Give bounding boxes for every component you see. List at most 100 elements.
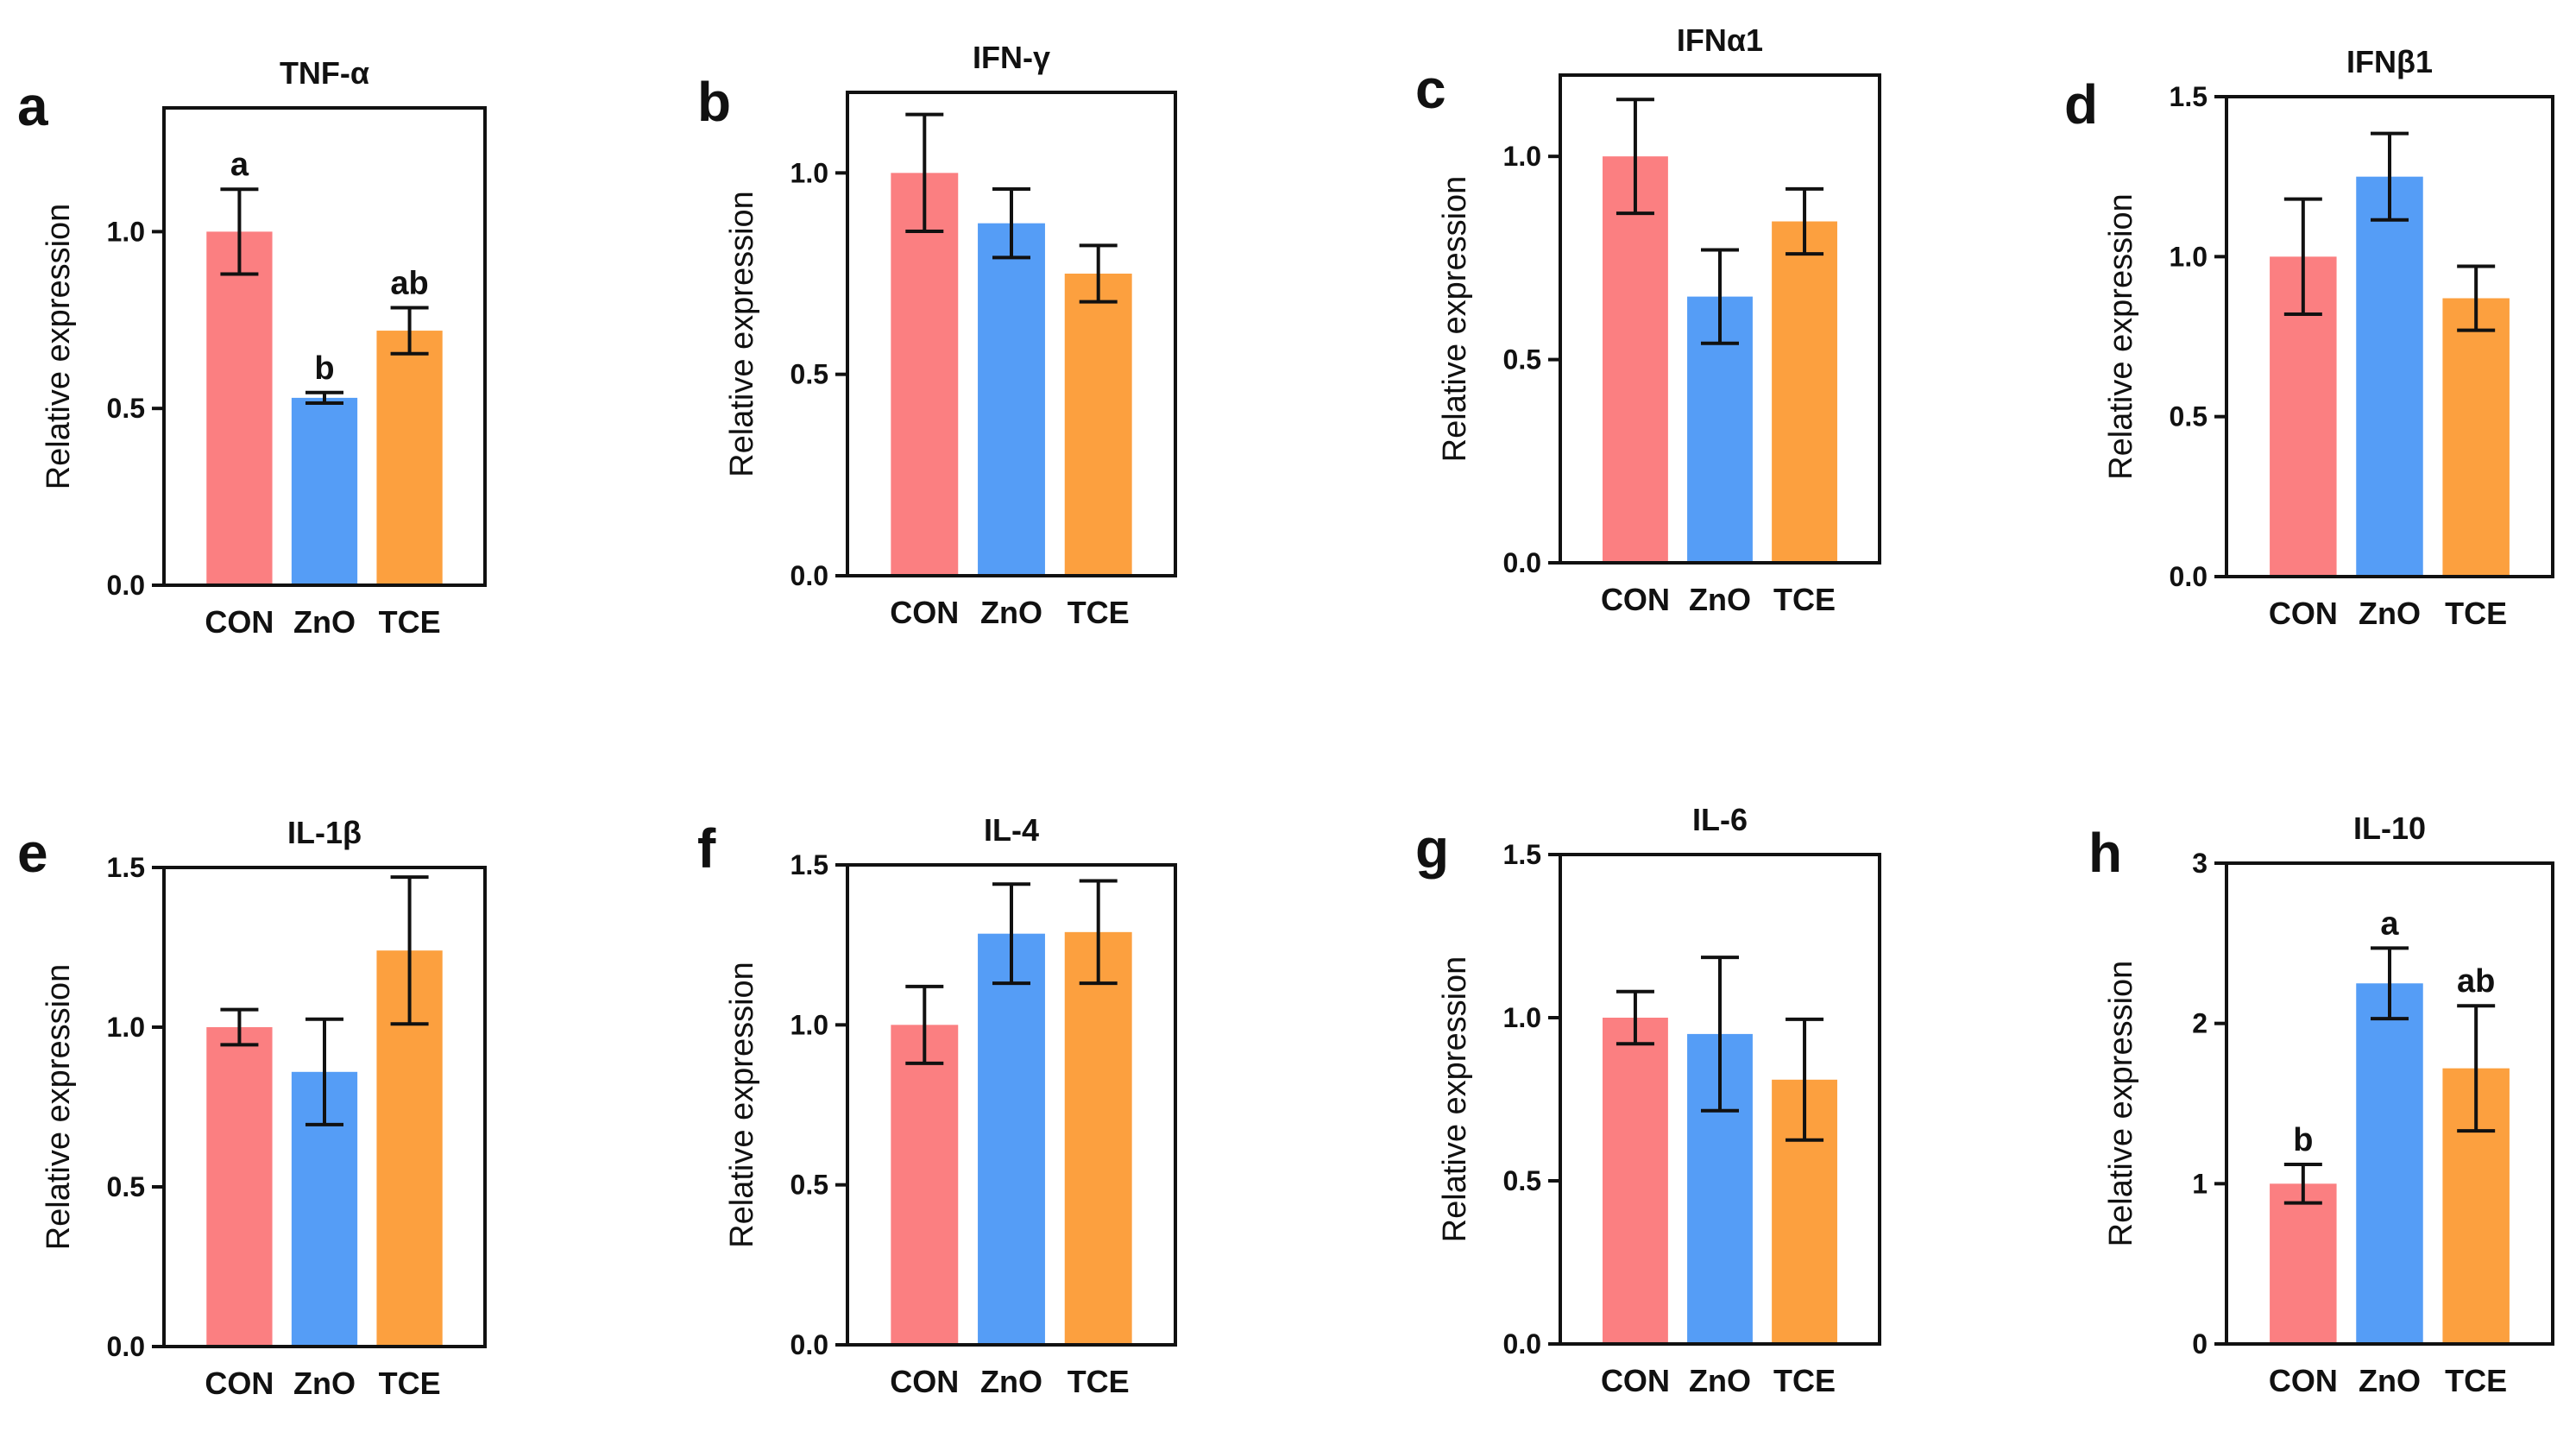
category-label: CON <box>890 1364 959 1399</box>
y-tick-label: 1.0 <box>107 216 145 247</box>
panel-b: b IFN-γ CON ZnO TCE 0.0 0.5 1.0 Relative express… <box>697 40 1177 630</box>
chart-title: IL-10 <box>2353 811 2426 846</box>
bar-tce <box>376 331 443 585</box>
plot-frame <box>2225 95 2554 578</box>
y-tick-label: 0.0 <box>107 570 145 601</box>
y-tick-label: 0.0 <box>1503 1328 1541 1359</box>
panel-letter: a <box>17 75 48 137</box>
bar-tce <box>1772 221 1837 563</box>
y-axis-label: Relative expression <box>41 964 77 1251</box>
panel-g: g IL-6 CON ZnO TCE 0.0 0.5 1.0 1.5 Relative expre… <box>1415 802 1881 1398</box>
error-bar-tce <box>390 875 429 1026</box>
error-bar-tce <box>1786 186 1824 256</box>
category-label: CON <box>1601 582 1670 617</box>
significance-label: b <box>314 350 334 387</box>
y-axis-label: Relative expression <box>1437 176 1473 463</box>
panel-letter: g <box>1415 817 1449 880</box>
y-tick-label: 0.5 <box>1503 344 1541 375</box>
panel-letter: e <box>17 822 48 884</box>
bar-tce <box>1064 931 1132 1345</box>
error-bar-tce <box>1079 243 1118 304</box>
y-tick-label: 0.0 <box>107 1331 145 1362</box>
error-bar-zno <box>1701 956 1739 1113</box>
y-tick-label: 2 <box>2192 1008 2208 1039</box>
chart-title: IL-1β <box>287 815 362 850</box>
y-tick-label: 0.0 <box>1503 547 1541 578</box>
error-bar-zno <box>2371 946 2409 1021</box>
y-tick-label: 0.5 <box>107 1171 145 1202</box>
error-bar-con <box>220 187 259 276</box>
error-bar-tce <box>390 306 429 356</box>
bar-zno <box>291 397 358 585</box>
error-bar-tce <box>1079 879 1118 986</box>
y-tick-label: 1.0 <box>1503 141 1541 172</box>
y-tick-label: 1.5 <box>1503 839 1541 870</box>
category-label: TCE <box>1773 1363 1836 1398</box>
y-tick-label: 0.0 <box>790 1329 828 1360</box>
error-bar-zno <box>2371 131 2409 222</box>
bar-zno <box>2356 983 2423 1344</box>
error-bar-tce <box>2457 264 2496 332</box>
panel-c: c IFNα1 CON ZnO TCE 0.0 0.5 1.0 Relative express… <box>1415 22 1881 617</box>
panel-h: h IL-10 b CON a ZnO ab TCE 0 1 2 3 Relative expressi… <box>2088 811 2554 1398</box>
panel-d: d IFNβ1 CON ZnO TCE 0.0 0.5 1.0 1.5 Relative expr… <box>2064 44 2554 631</box>
y-tick-label: 1.5 <box>107 852 145 883</box>
y-tick-label: 0.0 <box>790 560 828 591</box>
category-label: CON <box>205 1366 274 1401</box>
error-bar-con <box>2283 197 2322 317</box>
category-label: CON <box>2269 596 2338 631</box>
plot-frame <box>1559 73 1881 565</box>
plot-frame <box>1559 853 1881 1346</box>
error-bar-zno <box>992 187 1030 260</box>
chart-title: TNF-α <box>280 55 369 91</box>
error-bar-con <box>905 984 944 1065</box>
category-label: ZnO <box>2359 596 2421 631</box>
y-tick-label: 3 <box>2192 848 2208 879</box>
panel-letter: f <box>697 817 716 880</box>
category-label: ZnO <box>980 595 1042 630</box>
y-axis-label: Relative expression <box>724 962 760 1248</box>
y-axis-label: Relative expression <box>2103 193 2139 480</box>
bar-tce <box>1064 274 1132 576</box>
chart-title: IFN-γ <box>973 40 1050 75</box>
category-label: TCE <box>1068 595 1130 630</box>
error-bar-con <box>1616 98 1654 216</box>
panel-f: f IL-4 CON ZnO TCE 0.0 0.5 1.0 1.5 Relative expre… <box>697 812 1177 1399</box>
panel-letter: d <box>2064 73 2098 136</box>
panel-a: a TNF-α a CON b ZnO ab TCE 0.0 0.5 1.0 Relative exp… <box>17 55 487 640</box>
y-axis-label: Relative expression <box>1437 956 1473 1243</box>
category-label: CON <box>890 595 959 630</box>
y-tick-label: 1.0 <box>790 157 828 188</box>
error-bar-con <box>220 1007 259 1047</box>
y-axis-label: Relative expression <box>2103 961 2139 1247</box>
y-tick-label: 1.5 <box>2170 81 2208 112</box>
category-label: CON <box>205 604 274 640</box>
error-bar-con <box>2283 1163 2322 1205</box>
bar-zno <box>978 223 1045 576</box>
y-tick-label: 1.0 <box>107 1012 145 1043</box>
error-bar-zno <box>305 390 343 406</box>
y-tick-label: 1.0 <box>790 1009 828 1040</box>
bar-con <box>2270 1183 2337 1344</box>
category-label: TCE <box>1068 1364 1130 1399</box>
bar-zno <box>978 933 1045 1345</box>
significance-label: ab <box>390 265 428 301</box>
plot-frame <box>2225 861 2554 1346</box>
category-label: TCE <box>2445 596 2507 631</box>
category-label: ZnO <box>2359 1363 2421 1398</box>
bar-con <box>891 1025 959 1345</box>
error-bar-zno <box>992 882 1030 986</box>
category-label: ZnO <box>1689 1363 1751 1398</box>
category-label: CON <box>1601 1363 1670 1398</box>
panel-letter: b <box>697 71 731 133</box>
y-axis-label: Relative expression <box>41 204 77 490</box>
panel-e: e IL-1β CON ZnO TCE 0.0 0.5 1.0 1.5 Relative expr… <box>17 815 487 1401</box>
y-tick-label: 1 <box>2192 1168 2208 1199</box>
plot-frame <box>162 106 487 587</box>
significance-label: ab <box>2457 963 2495 1000</box>
chart-title: IFNβ1 <box>2346 44 2433 79</box>
bar-con <box>1603 1018 1668 1344</box>
y-tick-label: 0.5 <box>790 1170 828 1201</box>
category-label: TCE <box>1773 582 1836 617</box>
